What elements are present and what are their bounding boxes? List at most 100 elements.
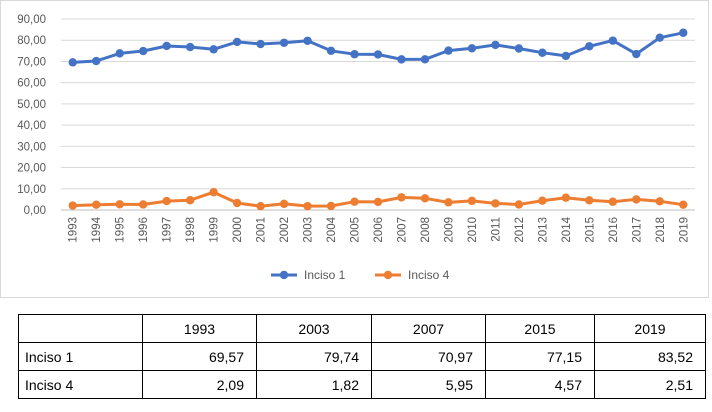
x-tick-label: 2009	[443, 217, 455, 243]
table-cell: 77,15	[485, 342, 595, 371]
y-tick-label: 70,00	[17, 56, 46, 68]
table-header-cell: 2019	[594, 314, 706, 343]
table-row: Inciso 1 69,57 79,74 70,97 77,15 83,52	[18, 342, 706, 371]
x-tick-label: 2016	[608, 217, 620, 243]
chart-area: 0,00 10,00 20,00 30,00 40,00 50,00 60,00 70,00 8…	[0, 0, 709, 298]
x-tick-label: 2015	[584, 217, 596, 243]
y-tick-label: 90,00	[17, 14, 46, 26]
data-point	[397, 55, 406, 64]
table-row: Inciso 4 2,09 1,82 5,95 4,57 2,51	[18, 370, 706, 399]
data-point	[326, 201, 336, 211]
x-tick-label: 2001	[256, 217, 268, 243]
x-tick-label: 1996	[138, 217, 150, 243]
data-point	[467, 196, 477, 206]
data-point	[444, 198, 453, 207]
table-cell: 79,74	[256, 342, 372, 371]
table-header-cell: 2003	[256, 314, 372, 343]
x-tick-label: 1999	[209, 217, 221, 243]
data-point	[138, 46, 148, 56]
x-tick-label: 1995	[115, 217, 127, 243]
y-tick-label: 50,00	[17, 99, 46, 111]
data-point	[162, 196, 171, 206]
data-point	[420, 194, 430, 203]
x-tick-label: 1994	[91, 216, 103, 242]
data-point	[303, 36, 312, 45]
row-label: Inciso 1	[18, 342, 143, 371]
data-point	[491, 40, 500, 50]
table-cell: 2,51	[594, 370, 706, 399]
data-point	[256, 201, 265, 211]
data-point	[632, 195, 641, 204]
table-cell: 2,09	[142, 370, 257, 399]
data-point	[115, 200, 124, 209]
x-tick-label: 2007	[396, 217, 408, 243]
x-tick-label: 2014	[561, 216, 573, 242]
table-header-cell: 2007	[371, 314, 486, 343]
x-tick-label: 2004	[326, 216, 338, 242]
data-point	[679, 200, 688, 209]
data-point	[232, 198, 242, 208]
data-point	[632, 49, 641, 59]
data-point	[561, 51, 571, 61]
data-point	[185, 42, 195, 52]
table-cell: 4,57	[485, 370, 595, 399]
data-point	[138, 200, 148, 209]
data-point	[92, 200, 101, 209]
y-tick-label: 80,00	[17, 35, 46, 47]
data-point	[491, 199, 500, 208]
data-point	[232, 37, 242, 47]
data-point	[561, 193, 571, 202]
y-tick-label: 20,00	[17, 163, 46, 175]
data-point	[608, 197, 618, 206]
x-tick-label: 2017	[631, 217, 643, 243]
table-header-row: 1993 2003 2007 2015 2019	[18, 314, 706, 343]
x-tick-label: 2013	[537, 217, 549, 243]
data-point	[444, 46, 453, 55]
table-header-cell: 1993	[142, 314, 257, 343]
table-cell: 69,57	[142, 342, 257, 371]
table-header-cell: 2015	[485, 314, 595, 343]
x-tick-label: 2002	[279, 217, 291, 243]
data-point	[68, 58, 77, 67]
data-point	[538, 196, 547, 205]
y-tick-label: 40,00	[17, 120, 46, 132]
data-point	[326, 46, 336, 56]
data-point	[467, 44, 477, 53]
data-point	[397, 193, 406, 202]
data-point	[68, 201, 77, 210]
x-tick-label: 2012	[514, 217, 526, 243]
data-point	[279, 199, 289, 209]
data-point	[256, 39, 265, 49]
legend-label: Inciso 1	[304, 268, 346, 282]
x-tick-label: 2018	[655, 217, 667, 243]
x-tick-label: 2005	[350, 217, 362, 243]
x-tick-label: 2011	[490, 217, 502, 242]
data-point	[209, 187, 218, 197]
table-corner-cell	[18, 314, 143, 343]
x-tick-label: 1998	[185, 217, 197, 243]
y-tick-label: 0,00	[24, 205, 46, 217]
row-label: Inciso 4	[18, 370, 143, 399]
data-point	[585, 196, 594, 205]
data-point	[514, 44, 524, 53]
legend-swatch-marker	[383, 270, 393, 280]
data-point	[162, 41, 171, 51]
data-point	[350, 197, 359, 206]
data-point	[514, 200, 524, 209]
table-cell: 83,52	[594, 342, 706, 371]
data-point	[608, 36, 618, 45]
y-tick-label: 10,00	[17, 184, 46, 196]
data-point	[679, 28, 688, 37]
x-tick-label: 2000	[232, 217, 244, 243]
data-point	[373, 197, 383, 207]
x-tick-label: 2019	[678, 217, 690, 243]
data-point	[420, 55, 430, 64]
data-point	[655, 33, 664, 42]
x-tick-label: 2010	[467, 217, 479, 243]
data-point	[279, 38, 289, 47]
x-tick-label: 2006	[373, 217, 385, 243]
x-tick-label: 1997	[162, 217, 174, 243]
data-point	[115, 49, 124, 58]
data-point	[373, 50, 383, 59]
data-point	[655, 197, 664, 206]
